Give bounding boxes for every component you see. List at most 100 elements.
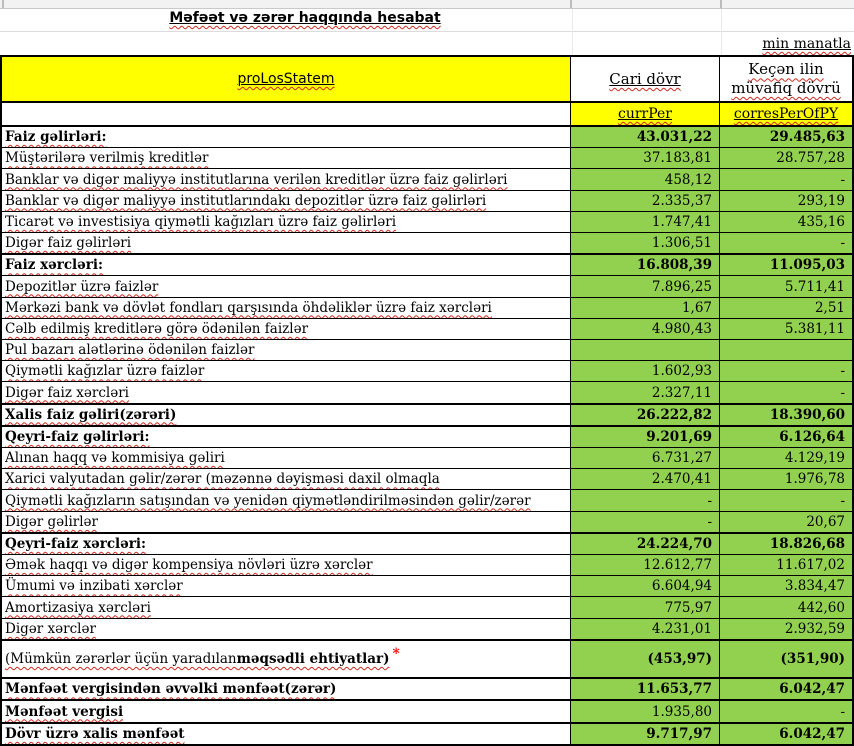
current-period-value: 1.602,93 xyxy=(571,361,720,382)
prior-period-value: 6.042,47 xyxy=(720,723,852,744)
row-label: Qeyri-faiz gəlirləri: xyxy=(2,426,571,448)
prior-period-value: 5.381,11 xyxy=(720,318,852,340)
gridline-vertical xyxy=(572,9,573,55)
profit-loss-table: proLosStatem Cari dövr Keçən ilin müvafi… xyxy=(0,55,854,746)
table-row: Cəlb edilmiş kreditlərə görə ödənilən fa… xyxy=(2,317,852,340)
table-row: Qeyri-faiz xərcləri: 24.224,70 18.826,68 xyxy=(2,531,852,555)
row-label: Banklar və digər maliyyə institutlarında… xyxy=(2,190,571,211)
row-label: Digər gəlirlər xyxy=(2,511,571,532)
prior-period-value: 20,67 xyxy=(720,511,852,532)
table-row: Qiymətli kağızlar üzrə faizlər 1.602,93- xyxy=(2,360,852,382)
header-name-cell: proLosStatem xyxy=(2,57,571,101)
prior-period-value: 5.711,41 xyxy=(720,276,852,297)
current-period-value: 1.306,51 xyxy=(571,233,720,254)
row-label: Faiz gəlirləri: xyxy=(2,127,571,148)
current-period-value: 4.231,01 xyxy=(571,618,720,639)
table-row: Mərkəzi bank və dövlət fondları qarşısın… xyxy=(2,296,852,318)
row-label: Digər faiz xərcləri xyxy=(2,382,571,403)
table-row: Digər faiz gəlirləri 1.306,51- xyxy=(2,232,852,254)
table-row: Xalis faiz gəliri(zərəri) 26.222,82 18.390… xyxy=(2,402,852,425)
row-label: Mənfəət vergisi xyxy=(2,701,571,722)
table-row: (Mümkün zərərlər üçün yaradılan məqsədli… xyxy=(2,638,852,678)
row-label: Qeyri-faiz xərcləri: xyxy=(2,533,571,555)
table-row: Alınan haqq və kommisiya gəliri 6.731,27 4… xyxy=(2,447,852,469)
row-label: Əmək haqqı və digər kompensiya növləri ü… xyxy=(2,555,571,576)
footnote-asterisk: * xyxy=(392,646,400,663)
current-period-value: 9.717,97 xyxy=(571,723,720,744)
current-period-value: 37.183,81 xyxy=(571,148,720,169)
current-period-value: 775,97 xyxy=(571,597,720,618)
prior-period-value: 293,19 xyxy=(720,190,852,211)
current-period-value: - xyxy=(571,490,720,511)
prior-period-value: 18.390,60 xyxy=(720,404,852,425)
prior-period-value: - xyxy=(720,490,852,511)
table-row: Ticarət və investisiya qiymətli kağızlar… xyxy=(2,210,852,233)
table-row: Digər xərclər 4.231,01 2.932,59 xyxy=(2,617,852,639)
current-period-value: 1.935,80 xyxy=(571,701,720,722)
current-period-value: 24.224,70 xyxy=(571,533,720,555)
prior-period-value: 4.129,19 xyxy=(720,448,852,469)
current-period-value: 1,67 xyxy=(571,297,720,318)
table-row: Xarici valyutadan gəlir/zərər (məzənnə d… xyxy=(2,468,852,490)
strip-separator xyxy=(720,0,722,8)
prior-period-value xyxy=(720,340,852,361)
table-row: Ümumi və inzibati xərclər 6.604,94 3.834,4… xyxy=(2,575,852,597)
table-row: Pul bazarı alətlərinə ödənilən faizlər xyxy=(2,339,852,361)
prior-period-value: - xyxy=(720,169,852,190)
prior-period-value: 2,51 xyxy=(720,297,852,318)
row-label: (Mümkün zərərlər üçün yaradılan məqsədli… xyxy=(2,640,571,678)
row-label: Mərkəzi bank və dövlət fondları qarşısın… xyxy=(2,297,571,318)
row-label: Mənfəət vergisindən əvvəlki mənfəət(zərə… xyxy=(2,679,571,700)
prior-period-value: 28.757,28 xyxy=(720,148,852,169)
table-row: Digər faiz xərcləri 2.327,11- xyxy=(2,381,852,403)
prior-period-value: 18.826,68 xyxy=(720,533,852,555)
current-period-value: 9.201,69 xyxy=(571,426,720,448)
table-row: Dövr üzrə xalis mənfəət 9.717,97 6.042,47 xyxy=(2,721,852,744)
table-row: Digər gəlirlər -20,67 xyxy=(2,510,852,532)
row-label: Alınan haqq və kommisiya gəliri xyxy=(2,448,571,469)
table-row: Banklar və digər maliyyə institutlarına … xyxy=(2,168,852,190)
row-label: Xalis faiz gəliri(zərəri) xyxy=(2,404,571,425)
table-row: Müştərilərə verilmiş kreditlər 37.183,81 2… xyxy=(2,147,852,169)
prior-period-value: 11.617,02 xyxy=(720,555,852,576)
strip-separator xyxy=(2,0,4,8)
row-label: Digər faiz gəlirləri xyxy=(2,233,571,254)
row-label: Müştərilərə verilmiş kreditlər xyxy=(2,148,571,169)
prior-period-value: 3.834,47 xyxy=(720,576,852,597)
current-period-value: 26.222,82 xyxy=(571,404,720,425)
table-row: Faiz gəlirləri: 43.031,22 29.485,63 xyxy=(2,125,852,148)
current-period-value: (453,97) xyxy=(571,640,720,678)
row-label: Qiymətli kağızların satışından və yenidə… xyxy=(2,490,571,511)
table-row: Mənfəət vergisindən əvvəlki mənfəət(zərə… xyxy=(2,677,852,700)
table-row: Qiymətli kağızların satışından və yenidə… xyxy=(2,489,852,511)
spreadsheet-top-strip xyxy=(0,0,854,9)
current-period-value: - xyxy=(571,511,720,532)
table-subheader-row: currPer corresPerOfPY xyxy=(2,101,852,125)
table-row: Mənfəət vergisi 1.935,80- xyxy=(2,699,852,722)
row-label: Faiz xərcləri: xyxy=(2,255,571,276)
current-period-value: 2.327,11 xyxy=(571,382,720,403)
prior-period-value: 435,16 xyxy=(720,211,852,233)
gridline-vertical xyxy=(721,9,722,55)
row-label: Cəlb edilmiş kreditlərə görə ödənilən fa… xyxy=(2,318,571,340)
gridline-horizontal xyxy=(0,31,854,32)
row-label: Amortizasiya xərcləri xyxy=(2,597,571,618)
row-label: Banklar və digər maliyyə institutlarına … xyxy=(2,169,571,190)
row-label: Depozitlər üzrə faizlər xyxy=(2,276,571,297)
row-label: Ümumi və inzibati xərclər xyxy=(2,576,571,597)
prior-period-value: 29.485,63 xyxy=(720,127,852,148)
subheader-prior-code-cell: corresPerOfPY xyxy=(720,103,852,125)
current-period-value: 458,12 xyxy=(571,169,720,190)
strip-separator xyxy=(570,0,572,8)
current-period-value: 6.731,27 xyxy=(571,448,720,469)
prior-period-value: - xyxy=(720,233,852,254)
current-period-value: 4.980,43 xyxy=(571,318,720,340)
row-label: Dövr üzrə xalis mənfəət xyxy=(2,723,571,744)
prior-period-value: (351,90) xyxy=(720,640,852,678)
current-period-value: 43.031,22 xyxy=(571,127,720,148)
current-period-value: 1.747,41 xyxy=(571,211,720,233)
table-header-row: proLosStatem Cari dövr Keçən ilin müvafi… xyxy=(2,57,852,101)
table-row: Qeyri-faiz gəlirləri: 9.201,69 6.126,64 xyxy=(2,424,852,448)
table-row: Depozitlər üzrə faizlər 7.896,25 5.711,41 xyxy=(2,275,852,297)
